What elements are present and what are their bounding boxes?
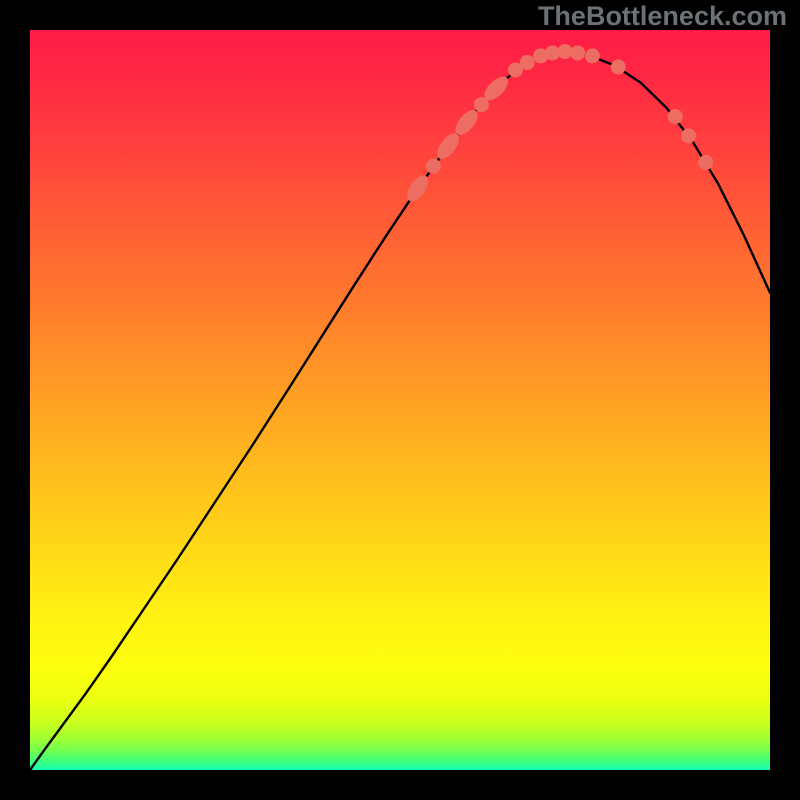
chart-svg <box>30 30 770 770</box>
data-marker <box>570 45 585 60</box>
data-marker <box>611 60 626 75</box>
data-marker <box>426 159 441 174</box>
data-marker <box>681 128 696 143</box>
data-marker <box>668 109 683 124</box>
gradient-background <box>30 30 770 770</box>
data-marker <box>698 155 713 170</box>
plot-area <box>30 30 770 770</box>
data-marker <box>585 48 600 63</box>
data-marker <box>520 55 535 70</box>
watermark-label: TheBottleneck.com <box>538 1 787 32</box>
